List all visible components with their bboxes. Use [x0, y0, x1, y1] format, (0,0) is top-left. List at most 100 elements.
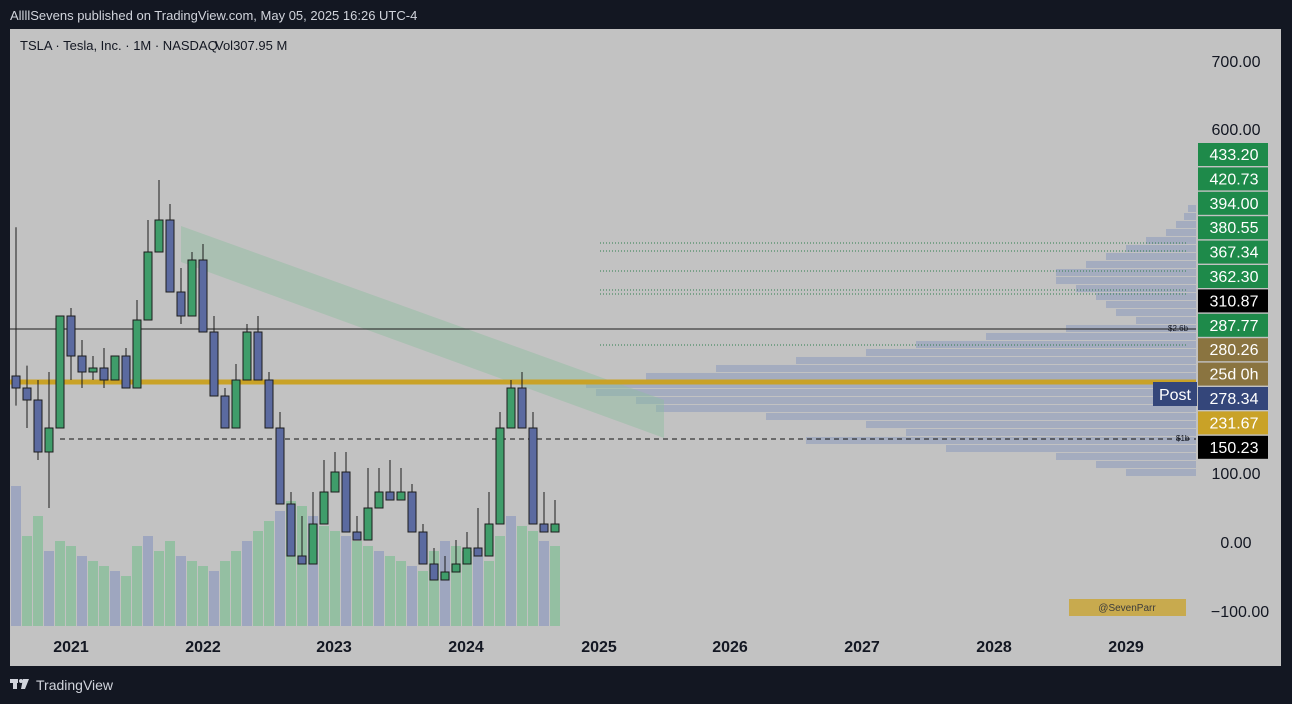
candle-body	[242, 331, 252, 381]
volume-bar	[528, 531, 538, 626]
volume-bar	[187, 561, 197, 626]
volume-bar	[22, 536, 32, 626]
price-label: 420.73	[1210, 171, 1259, 188]
volume-bar	[418, 571, 428, 626]
volume-bar	[396, 561, 406, 626]
price-label: 231.67	[1210, 415, 1259, 432]
tradingview-logo-icon	[10, 679, 29, 689]
volume-bar	[308, 516, 318, 626]
price-label-box	[1198, 313, 1268, 337]
volume-bar	[440, 541, 450, 626]
candle-body	[528, 427, 538, 525]
candle-body	[495, 427, 505, 525]
volume-bar	[341, 536, 351, 626]
candle-body	[77, 355, 87, 373]
x-tick: 2025	[581, 639, 617, 656]
price-label-box	[1198, 265, 1268, 288]
volume-bar	[517, 526, 527, 626]
volume-bar	[506, 516, 516, 626]
publish-text: AllllSevens published on TradingView.com…	[10, 8, 418, 23]
profile-bar	[986, 333, 1196, 340]
price-label: 287.77	[1210, 318, 1259, 335]
volume-bar	[374, 551, 384, 626]
volume-bar	[209, 571, 219, 626]
volume-bar	[33, 516, 43, 626]
volume-bar	[110, 571, 120, 626]
volume-bar	[462, 551, 472, 626]
candle-body	[407, 491, 417, 533]
profile-bar	[766, 413, 1196, 420]
x-tick: 2023	[316, 639, 352, 656]
profile-label: $2.6b	[1168, 324, 1189, 333]
profile-bar	[1166, 229, 1196, 236]
candle-body	[44, 427, 54, 453]
candle-body	[451, 563, 461, 573]
price-label: 367.34	[1210, 245, 1259, 262]
candle-body	[176, 291, 186, 317]
profile-bar	[1184, 213, 1196, 220]
volume-bar	[385, 556, 395, 626]
volume-bar	[11, 486, 21, 626]
price-label-box	[1198, 362, 1268, 386]
profile-bar	[716, 365, 1196, 372]
volume-bar	[451, 546, 461, 626]
price-label-box	[1198, 191, 1268, 215]
candle-body	[66, 315, 76, 357]
profile-bar	[806, 437, 1196, 444]
volume-bar	[539, 541, 549, 626]
candle-body	[462, 547, 472, 565]
profile-bar	[796, 357, 1196, 364]
volume-bar	[198, 566, 208, 626]
candle-body	[550, 523, 560, 533]
x-tick: 2029	[1108, 639, 1144, 656]
profile-bar	[906, 429, 1196, 436]
candle-body	[154, 219, 164, 253]
volume-bar	[55, 541, 65, 626]
profile-bar	[946, 445, 1196, 452]
x-tick: 2026	[712, 639, 748, 656]
volume-bar	[242, 541, 252, 626]
profile-bar	[1176, 221, 1196, 228]
x-tick: 2027	[844, 639, 880, 656]
price-label-box	[1198, 435, 1268, 459]
post-label: Post	[1159, 387, 1192, 404]
price-label-box	[1198, 411, 1268, 435]
volume-bar	[550, 546, 560, 626]
volume-bar	[121, 576, 131, 626]
profile-bar	[646, 373, 1196, 380]
profile-bar	[1076, 285, 1196, 292]
price-label: 280.26	[1210, 342, 1259, 359]
candle-body	[132, 319, 142, 389]
profile-bar	[866, 349, 1196, 356]
price-label: 380.55	[1210, 220, 1259, 237]
x-axis: 2021 2022 2023 2024 2025 2026 2027 2028 2029	[53, 639, 1144, 656]
profile-bar	[1096, 293, 1196, 300]
profile-bar	[1106, 301, 1196, 308]
candle-body	[275, 427, 285, 505]
volume-bar	[253, 531, 263, 626]
candle-body	[99, 367, 109, 381]
footer: TradingView	[0, 666, 1292, 704]
volume-bar	[297, 506, 307, 626]
candle-body	[11, 375, 21, 389]
price-label-box	[1198, 289, 1268, 313]
candle-body	[220, 395, 230, 429]
x-tick: 2024	[448, 639, 484, 656]
y-tick: −100.00	[1211, 604, 1269, 621]
profile-bar	[1056, 453, 1196, 460]
profile-bar	[1136, 317, 1196, 324]
post-label-box	[1153, 382, 1197, 406]
price-label-box	[1198, 240, 1268, 264]
candle-body	[286, 503, 296, 557]
candle-body	[55, 315, 65, 429]
volume-bar	[473, 556, 483, 626]
candle-body	[429, 563, 439, 581]
candle-body	[506, 387, 516, 429]
y-tick: 0.00	[1220, 535, 1251, 552]
x-tick: 2028	[976, 639, 1012, 656]
price-scale-labels: 433.20 420.73 394.00 380.55 367.34 362.30 310.…	[1198, 143, 1268, 459]
candle-body	[165, 219, 175, 293]
tradingview-brand: TradingView	[36, 677, 114, 693]
volume-bar	[330, 531, 340, 626]
